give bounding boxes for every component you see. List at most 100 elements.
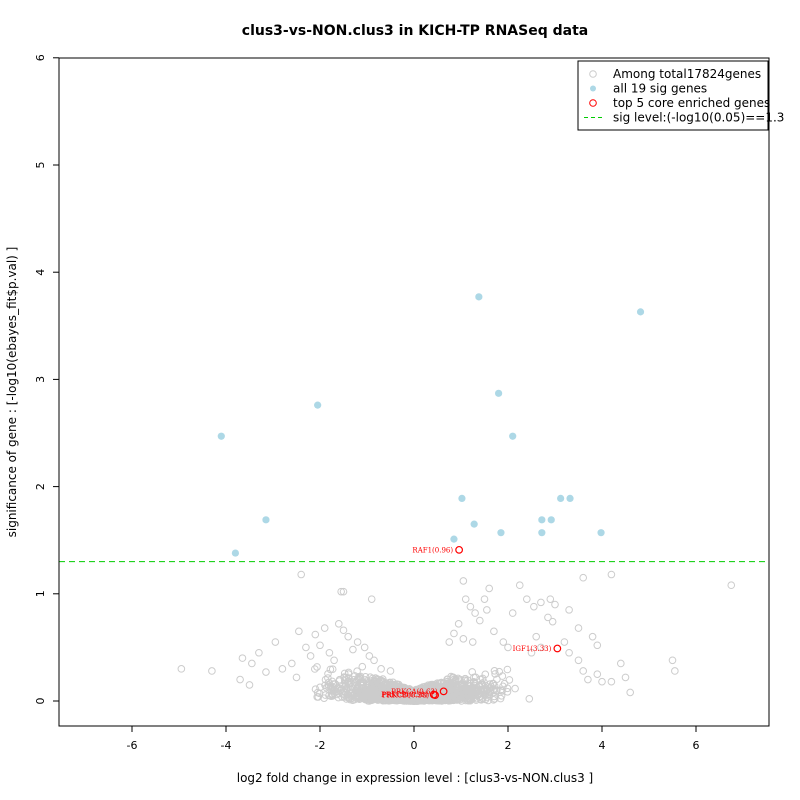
gene-point bbox=[344, 693, 352, 702]
gene-point bbox=[353, 667, 361, 676]
gene-point bbox=[311, 665, 319, 673]
background-genes-layer bbox=[311, 663, 534, 705]
y-tick-label: 5 bbox=[34, 162, 47, 169]
gene-point bbox=[383, 688, 391, 697]
gene-point bbox=[352, 692, 361, 700]
gene-point bbox=[455, 694, 463, 702]
gene-point bbox=[352, 684, 361, 693]
gene-point bbox=[565, 648, 573, 657]
background-outliers-layer bbox=[177, 570, 736, 697]
core-gene-point bbox=[455, 545, 464, 554]
core-genes-layer: RAF1(0.96) IGF1(3.33) PRKCA(0.63)PRKCB(0.3… bbox=[381, 545, 562, 700]
gene-point bbox=[546, 595, 555, 603]
gene-point bbox=[255, 648, 263, 657]
sig-gene-point bbox=[636, 308, 645, 316]
gene-point bbox=[493, 686, 501, 694]
sig-gene-point bbox=[450, 535, 458, 543]
gene-point bbox=[271, 638, 280, 646]
gene-point bbox=[668, 656, 677, 665]
gene-point bbox=[324, 674, 332, 682]
gene-point bbox=[490, 682, 499, 690]
gene-point bbox=[360, 643, 369, 652]
gene-point bbox=[466, 602, 475, 611]
gene-point bbox=[607, 570, 616, 579]
gene-point bbox=[372, 694, 381, 703]
gene-point bbox=[320, 694, 328, 703]
gene-point bbox=[345, 677, 353, 686]
gene-point bbox=[621, 673, 630, 682]
gene-point bbox=[355, 673, 363, 681]
gene-point bbox=[208, 667, 216, 675]
gene-point bbox=[324, 681, 333, 689]
sig-genes-layer bbox=[217, 293, 645, 557]
legend-open-circle bbox=[589, 99, 597, 107]
gene-point bbox=[588, 632, 597, 641]
gene-point bbox=[324, 678, 333, 687]
gene-point bbox=[544, 613, 552, 622]
gene-point bbox=[330, 656, 338, 665]
gene-point bbox=[447, 672, 455, 681]
gene-point bbox=[248, 659, 256, 668]
gene-point bbox=[339, 587, 348, 596]
y-axis: 0 1 2 3 4 5 6 bbox=[34, 54, 59, 705]
gene-point bbox=[341, 682, 349, 691]
gene-point bbox=[320, 624, 329, 632]
x-axis-label: log2 fold change in expression level : [… bbox=[237, 771, 593, 785]
gene-point bbox=[373, 675, 382, 683]
gene-point bbox=[369, 689, 377, 697]
gene-point bbox=[316, 641, 324, 650]
gene-point bbox=[727, 581, 736, 590]
gene-point bbox=[297, 570, 306, 579]
gene-point bbox=[311, 630, 320, 639]
sig-gene-point bbox=[547, 516, 555, 524]
gene-point bbox=[368, 674, 377, 683]
gene-point bbox=[466, 685, 475, 694]
chart-title: clus3-vs-NON.clus3 in KICH-TP RNASeq dat… bbox=[242, 23, 588, 39]
gene-point bbox=[361, 695, 370, 704]
core-gene-label: PRKCB(0.38) bbox=[381, 691, 428, 699]
gene-point bbox=[412, 691, 421, 700]
gene-point bbox=[335, 677, 344, 685]
gene-point bbox=[493, 675, 501, 684]
gene-point bbox=[481, 670, 490, 679]
gene-point bbox=[574, 656, 583, 665]
gene-point bbox=[478, 681, 487, 689]
gene-point bbox=[238, 654, 247, 662]
core-gene-label: PRKCA(0.63) bbox=[391, 688, 438, 696]
y-tick-label: 4 bbox=[34, 269, 47, 276]
sig-gene-point bbox=[231, 549, 239, 557]
gene-point bbox=[177, 665, 186, 673]
gene-point bbox=[363, 681, 371, 689]
gene-point bbox=[485, 584, 494, 593]
sig-gene-point bbox=[566, 494, 574, 502]
gene-point bbox=[454, 674, 462, 683]
gene-point bbox=[503, 665, 512, 674]
gene-point bbox=[349, 645, 357, 654]
gene-point bbox=[461, 595, 470, 603]
gene-point bbox=[593, 670, 602, 679]
gene-point bbox=[415, 691, 424, 700]
gene-point bbox=[537, 643, 545, 652]
gene-point bbox=[537, 598, 545, 607]
y-tick-label: 0 bbox=[34, 698, 47, 705]
gene-point bbox=[306, 652, 315, 660]
gene-point bbox=[607, 677, 616, 686]
sig-gene-point bbox=[495, 389, 503, 397]
gene-point bbox=[468, 638, 477, 646]
gene-point bbox=[471, 679, 480, 688]
gene-point bbox=[400, 685, 408, 693]
gene-point bbox=[499, 638, 508, 646]
gene-point bbox=[491, 670, 499, 678]
gene-point bbox=[548, 617, 557, 626]
gene-point bbox=[523, 595, 531, 603]
gene-point bbox=[367, 595, 376, 603]
core-gene-point bbox=[439, 687, 448, 696]
x-tick-label: -6 bbox=[127, 739, 138, 752]
gene-point bbox=[483, 606, 491, 614]
gene-point bbox=[328, 691, 337, 700]
gene-point bbox=[311, 685, 320, 694]
gene-point bbox=[292, 673, 301, 682]
gene-point bbox=[527, 648, 536, 657]
gene-point bbox=[325, 648, 334, 657]
